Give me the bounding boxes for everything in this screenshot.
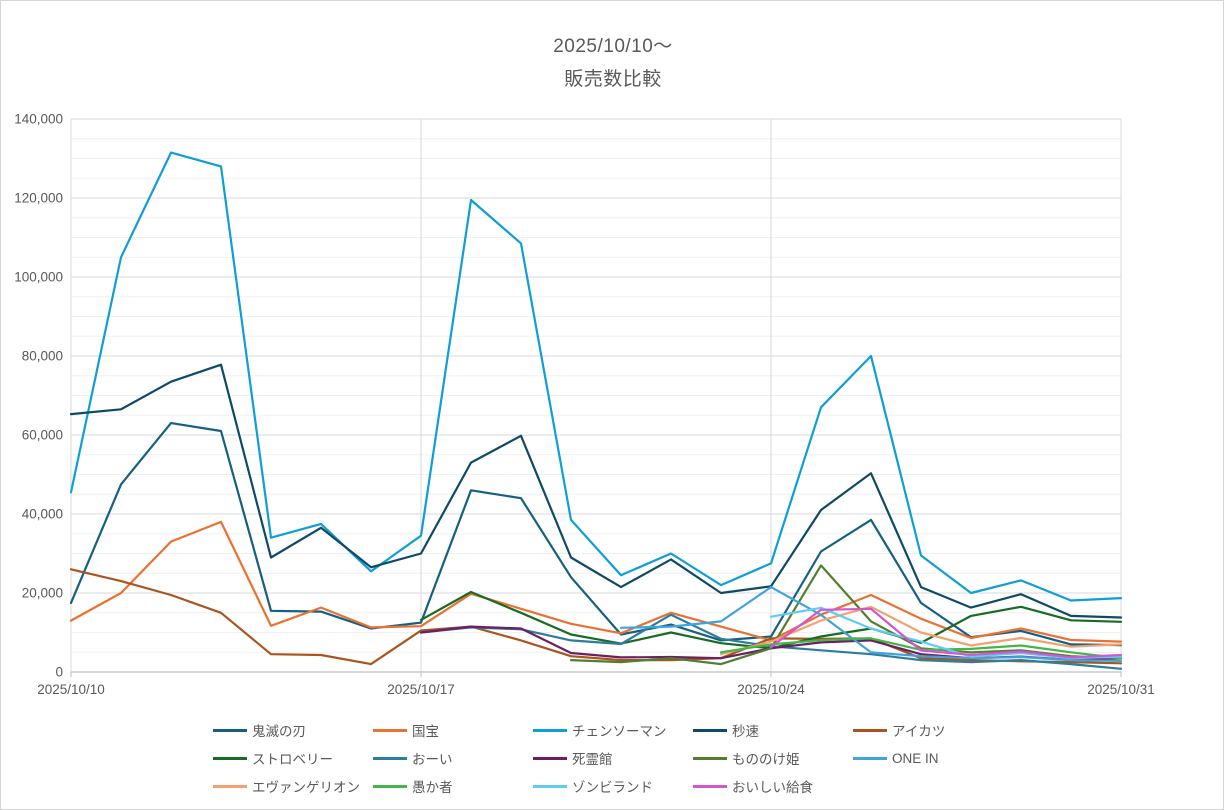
legend-label: 鬼滅の刃 bbox=[252, 724, 306, 739]
legend-label: ONE IN bbox=[892, 750, 939, 766]
plot-area: 0 20,000 40,000 60,000 80,000 100,000 120,000 1… bbox=[14, 112, 1155, 698]
x-tick-label: 2025/10/17 bbox=[387, 682, 455, 697]
x-tick-label: 2025/10/24 bbox=[737, 682, 805, 697]
legend-item: アイカツ bbox=[853, 717, 945, 743]
legend-row: ストロベリー おーい 死霊館 もののけ姫 ONE IN bbox=[1, 745, 1223, 771]
y-tick-label: 60,000 bbox=[22, 428, 63, 443]
legend-item: ゾンビランド bbox=[533, 773, 653, 799]
legend-label: 死霊館 bbox=[572, 752, 613, 767]
y-tick-label: 40,000 bbox=[22, 507, 63, 522]
series-line bbox=[69, 363, 1123, 619]
legend-item: 国宝 bbox=[373, 717, 439, 743]
legend-label: 愚か者 bbox=[412, 780, 453, 795]
legend-item: おーい bbox=[373, 745, 453, 771]
legend-line-swatch bbox=[853, 756, 887, 760]
legend-item: もののけ姫 bbox=[693, 745, 800, 771]
legend-line-swatch bbox=[213, 756, 247, 760]
legend-label: 国宝 bbox=[412, 724, 439, 739]
legend-line-swatch bbox=[693, 784, 727, 788]
series-line bbox=[69, 422, 1123, 647]
legend-label: アイカツ bbox=[892, 724, 946, 739]
x-tick-label: 2025/10/10 bbox=[37, 682, 105, 697]
legend-line-swatch bbox=[533, 784, 567, 788]
x-tick-label: 2025/10/31 bbox=[1087, 682, 1155, 697]
series-line bbox=[69, 520, 1123, 643]
legend-line-swatch bbox=[213, 728, 247, 732]
legend-line-swatch bbox=[213, 784, 247, 788]
y-tick-label: 100,000 bbox=[14, 270, 63, 285]
chart-title-line2: 販売数比較 bbox=[564, 69, 662, 90]
legend-label: おいしい給食 bbox=[732, 780, 813, 795]
legend-item: エヴァンゲリオン bbox=[213, 773, 360, 799]
legend-label: エヴァンゲリオン bbox=[252, 780, 360, 795]
legend-item: 愚か者 bbox=[373, 773, 453, 799]
legend-item: 秒速 bbox=[693, 717, 759, 743]
y-tick-label: 80,000 bbox=[22, 349, 63, 364]
legend-label: ゾンビランド bbox=[572, 780, 653, 795]
legend-line-swatch bbox=[533, 756, 567, 760]
legend-line-swatch bbox=[533, 728, 567, 732]
legend-row: エヴァンゲリオン 愚か者 ゾンビランド おいしい給食 bbox=[1, 773, 1223, 799]
y-tick-label: 140,000 bbox=[14, 112, 63, 127]
legend-row: 鬼滅の刃 国宝 チェンソーマン 秒速 アイカツ bbox=[1, 717, 1223, 743]
legend-line-swatch bbox=[853, 728, 887, 732]
series-line bbox=[619, 585, 1123, 663]
legend-label: もののけ姫 bbox=[732, 752, 800, 767]
legend-line-swatch bbox=[373, 784, 407, 788]
chart-title-line1: 2025/10/10～ bbox=[553, 36, 673, 57]
y-tick-label: 20,000 bbox=[22, 586, 63, 601]
series-line bbox=[569, 564, 1123, 666]
y-tick-label: 0 bbox=[55, 665, 63, 680]
legend-line-swatch bbox=[373, 756, 407, 760]
series-line bbox=[69, 151, 1123, 602]
legend-line-swatch bbox=[693, 756, 727, 760]
legend-item: チェンソーマン bbox=[533, 717, 667, 743]
y-tick-label: 120,000 bbox=[14, 191, 63, 206]
legend-label: チェンソーマン bbox=[572, 724, 667, 739]
legend-item: ONE IN bbox=[853, 745, 939, 771]
legend-item: 死霊館 bbox=[533, 745, 613, 771]
legend-item: 鬼滅の刃 bbox=[213, 717, 306, 743]
legend-item: ストロベリー bbox=[213, 745, 333, 771]
legend-label: 秒速 bbox=[732, 724, 759, 739]
legend-item: おいしい給食 bbox=[693, 773, 813, 799]
legend-line-swatch bbox=[373, 728, 407, 732]
legend-label: ストロベリー bbox=[252, 752, 333, 767]
series-line bbox=[769, 607, 1123, 659]
series-line bbox=[69, 568, 1123, 666]
legend-line-swatch bbox=[693, 728, 727, 732]
legend-label: おーい bbox=[412, 752, 453, 767]
